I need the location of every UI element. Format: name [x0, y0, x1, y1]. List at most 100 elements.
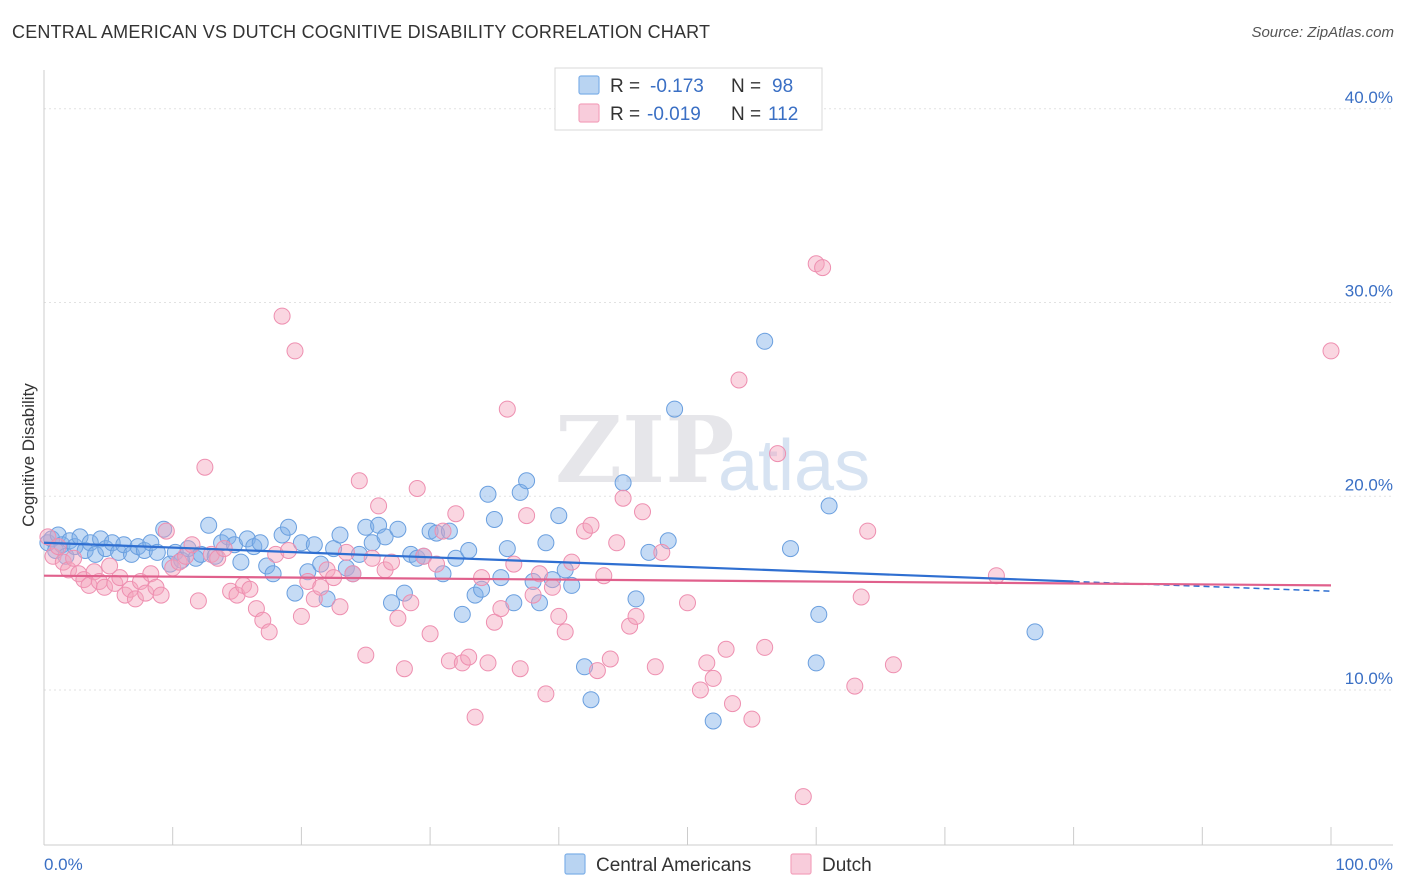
- data-point: [563, 576, 581, 594]
- data-point: [582, 691, 600, 709]
- data-point: [421, 522, 439, 540]
- data-point: [614, 489, 632, 507]
- data-point: [395, 584, 413, 602]
- data-point: [498, 400, 516, 418]
- legend-r-label-1: R =: [610, 104, 640, 125]
- legend-n-label-0: N =: [731, 76, 761, 97]
- data-point: [434, 522, 452, 540]
- data-point: [376, 528, 394, 546]
- bottom-legend: Central Americans Dutch: [564, 853, 872, 876]
- data-point: [337, 543, 355, 561]
- trend-line-central-americans: [43, 541, 1074, 583]
- data-point: [852, 588, 870, 606]
- bottom-legend-label-dutch: Dutch: [822, 855, 872, 876]
- data-point: [479, 654, 497, 672]
- data-point: [1322, 342, 1340, 360]
- data-point: [440, 652, 458, 670]
- data-point: [402, 594, 420, 612]
- data-point: [292, 607, 310, 625]
- trend-lines: [43, 541, 1332, 592]
- series-central-americans: [39, 332, 1044, 730]
- legend-r-label-0: R =: [610, 76, 640, 97]
- data-point: [724, 695, 741, 713]
- top-legend: R = -0.173 N = 98 R = -0.019 N = 112: [554, 67, 823, 131]
- data-point: [389, 520, 407, 538]
- y-axis-title: Cognitive Disability: [19, 383, 38, 527]
- data-point: [524, 586, 542, 604]
- y-tick-label: 20.0%: [1345, 475, 1393, 494]
- data-point: [312, 555, 330, 573]
- data-point: [537, 685, 555, 703]
- data-point: [666, 400, 684, 418]
- trend-line-dutch: [43, 574, 1332, 587]
- data-point: [87, 545, 104, 563]
- data-point: [264, 565, 282, 583]
- data-point: [383, 553, 400, 571]
- legend-n-label-1: N =: [731, 104, 761, 125]
- data-point: [196, 458, 214, 476]
- data-point: [479, 485, 497, 503]
- data-point: [370, 497, 388, 515]
- data-point: [363, 549, 381, 567]
- data-point: [312, 578, 330, 596]
- data-point: [96, 578, 113, 596]
- data-point: [987, 567, 1005, 585]
- legend-r-value-1: -0.019: [647, 104, 701, 125]
- data-point: [511, 660, 529, 678]
- y-tick-label: 10.0%: [1345, 669, 1393, 688]
- data-point: [126, 590, 144, 608]
- data-point: [621, 617, 639, 635]
- data-point: [543, 578, 561, 596]
- data-point: [260, 623, 278, 641]
- watermark-atlas: atlas: [718, 426, 870, 506]
- data-point: [232, 553, 250, 571]
- data-point: [576, 522, 593, 540]
- data-point: [704, 669, 722, 687]
- bottom-legend-swatch-dutch: [790, 853, 812, 875]
- data-point: [531, 565, 548, 583]
- data-point: [357, 646, 375, 664]
- data-point: [884, 656, 902, 674]
- legend-n-value-0: 98: [772, 76, 793, 97]
- data-point: [460, 542, 478, 559]
- data-point: [794, 788, 812, 806]
- data-point: [550, 607, 568, 625]
- y-tick-label: 30.0%: [1345, 282, 1393, 301]
- legend-swatch-dutch: [578, 103, 600, 123]
- data-point: [183, 536, 201, 554]
- data-point: [782, 540, 799, 558]
- data-point: [453, 654, 471, 672]
- data-point: [704, 712, 722, 730]
- data-point: [820, 497, 838, 515]
- legend-n-value-1: 112: [768, 104, 798, 125]
- watermark: ZIP atlas: [555, 396, 870, 506]
- data-point: [576, 658, 593, 676]
- data-point: [331, 526, 349, 544]
- data-point: [473, 580, 491, 598]
- data-point: [756, 638, 774, 656]
- data-point: [537, 534, 555, 552]
- data-point: [614, 474, 632, 492]
- data-point: [280, 518, 297, 536]
- data-point: [331, 598, 349, 616]
- data-point: [518, 507, 536, 525]
- data-point: [428, 524, 445, 542]
- data-point: [466, 586, 484, 604]
- data-point: [492, 569, 510, 587]
- y-tick-labels: 10.0% 20.0% 30.0% 40.0%: [1345, 88, 1393, 688]
- data-point: [389, 609, 407, 627]
- data-point: [350, 472, 368, 490]
- data-point: [453, 605, 471, 623]
- data-point: [421, 625, 439, 643]
- data-point: [473, 569, 491, 587]
- data-point: [440, 522, 458, 540]
- data-point: [859, 522, 877, 540]
- data-point: [273, 307, 291, 325]
- data-point: [101, 557, 119, 575]
- series-dutch: [39, 255, 1340, 806]
- data-point: [286, 584, 304, 602]
- legend-swatch-central-americans: [578, 75, 600, 95]
- data-point: [357, 518, 375, 536]
- x-tick-label-left: 0.0%: [44, 855, 83, 874]
- data-point: [1026, 623, 1044, 641]
